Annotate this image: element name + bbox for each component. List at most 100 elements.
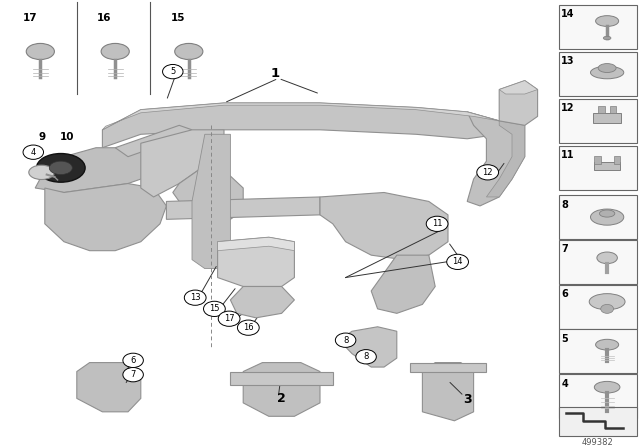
Circle shape (335, 333, 356, 347)
Bar (559, 240, 637, 284)
Circle shape (23, 145, 44, 159)
Polygon shape (243, 362, 320, 416)
Polygon shape (102, 103, 499, 130)
Text: 5: 5 (561, 334, 568, 344)
Bar (559, 284, 637, 328)
Circle shape (163, 65, 183, 79)
Bar (614, 156, 620, 164)
Polygon shape (410, 362, 486, 371)
Bar (559, 407, 637, 436)
Ellipse shape (595, 381, 620, 393)
Polygon shape (486, 121, 525, 197)
Ellipse shape (101, 43, 129, 60)
Text: 4: 4 (561, 379, 568, 389)
Polygon shape (218, 237, 294, 286)
Bar (559, 99, 637, 143)
Ellipse shape (26, 43, 54, 60)
Text: 15: 15 (209, 304, 220, 313)
Polygon shape (141, 130, 224, 197)
Ellipse shape (175, 43, 203, 60)
Text: 499382: 499382 (582, 438, 614, 447)
Polygon shape (320, 193, 448, 260)
Text: 3: 3 (463, 393, 472, 406)
Bar (559, 195, 637, 239)
Ellipse shape (591, 66, 624, 79)
Circle shape (184, 290, 206, 305)
Text: 13: 13 (190, 293, 200, 302)
Polygon shape (422, 362, 474, 421)
Bar (559, 146, 637, 190)
Ellipse shape (601, 304, 614, 313)
Polygon shape (102, 103, 499, 148)
Ellipse shape (604, 36, 611, 40)
Polygon shape (173, 166, 243, 224)
Ellipse shape (597, 252, 618, 264)
Ellipse shape (596, 339, 619, 350)
Text: 14: 14 (561, 9, 575, 19)
Bar (559, 329, 637, 373)
Bar (22, 103, 371, 430)
Bar (595, 156, 601, 164)
Circle shape (218, 311, 240, 326)
Text: 17: 17 (22, 13, 37, 23)
Polygon shape (115, 125, 192, 157)
Text: 11: 11 (561, 151, 575, 160)
Text: 4: 4 (31, 148, 36, 157)
Text: 15: 15 (171, 13, 186, 23)
Text: 13: 13 (561, 56, 575, 66)
Polygon shape (467, 112, 525, 206)
Text: 17: 17 (224, 314, 234, 323)
Text: 8: 8 (343, 336, 348, 345)
Text: 6: 6 (131, 356, 136, 365)
Polygon shape (371, 255, 435, 313)
Text: 10: 10 (60, 133, 74, 142)
Text: 6: 6 (561, 289, 568, 299)
Ellipse shape (598, 64, 616, 73)
Bar (593, 113, 621, 123)
Polygon shape (192, 134, 230, 269)
Text: 14: 14 (452, 257, 463, 267)
Ellipse shape (29, 165, 54, 180)
Text: 16: 16 (243, 323, 253, 332)
Text: 7: 7 (561, 245, 568, 254)
Text: 5: 5 (170, 67, 175, 76)
Ellipse shape (589, 293, 625, 310)
Polygon shape (45, 184, 166, 251)
Bar (610, 106, 616, 113)
Text: 16: 16 (97, 13, 112, 23)
Text: 12: 12 (483, 168, 493, 177)
Circle shape (426, 216, 448, 232)
Circle shape (123, 367, 143, 382)
Bar (3, 2, 224, 94)
Bar (598, 106, 605, 113)
Circle shape (204, 301, 225, 316)
Bar (595, 162, 620, 170)
Text: 9: 9 (38, 132, 45, 142)
Text: 2: 2 (277, 392, 286, 405)
Bar (559, 374, 637, 418)
Text: 7: 7 (131, 370, 136, 379)
Polygon shape (77, 362, 141, 412)
Circle shape (447, 254, 468, 270)
Polygon shape (499, 81, 538, 94)
Polygon shape (499, 81, 538, 125)
Bar (559, 5, 637, 49)
Ellipse shape (36, 154, 85, 182)
Polygon shape (35, 148, 154, 193)
Text: 8: 8 (561, 200, 568, 210)
Ellipse shape (591, 209, 624, 225)
Circle shape (477, 165, 499, 180)
Polygon shape (339, 327, 397, 367)
Text: 11: 11 (432, 220, 442, 228)
Ellipse shape (49, 161, 72, 175)
Circle shape (356, 349, 376, 364)
Polygon shape (166, 197, 320, 220)
Polygon shape (230, 371, 333, 385)
Circle shape (237, 320, 259, 335)
Text: 12: 12 (561, 103, 575, 113)
Bar (559, 52, 637, 96)
Ellipse shape (596, 16, 619, 26)
Polygon shape (230, 286, 294, 318)
Text: 8: 8 (364, 352, 369, 361)
Circle shape (123, 353, 143, 367)
